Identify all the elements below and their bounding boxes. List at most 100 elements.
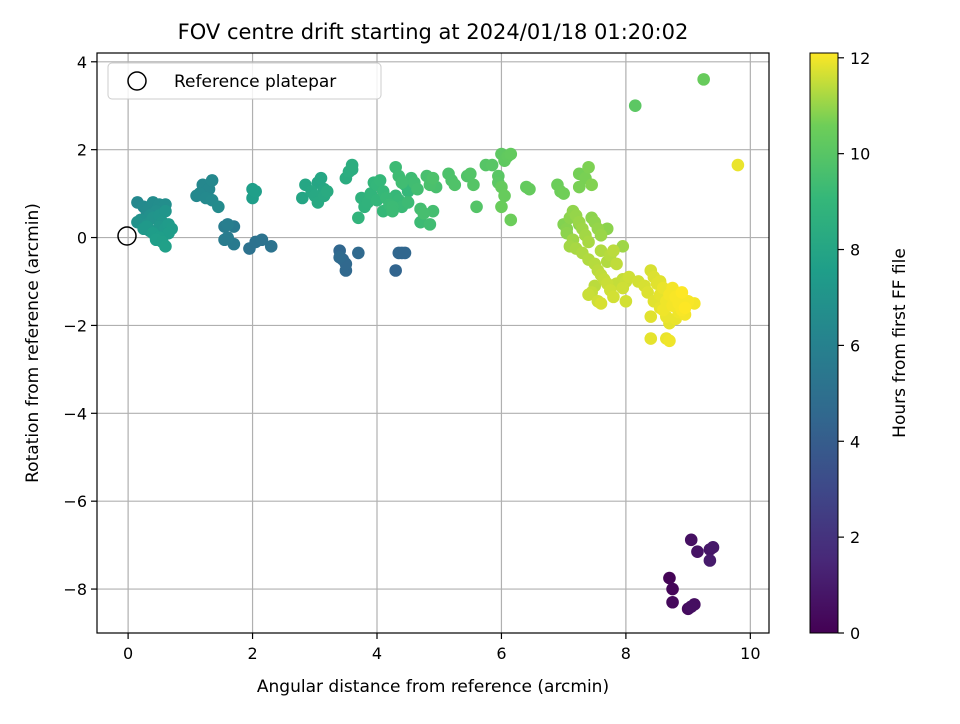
scatter-point bbox=[373, 174, 387, 187]
y-axis-label: Rotation from reference (arcmin) bbox=[23, 203, 43, 483]
scatter-point bbox=[255, 233, 269, 247]
colorbar-ticks: 0 2 4 6 8 10 12 bbox=[838, 49, 870, 643]
scatter-point bbox=[221, 218, 234, 231]
scatter-point bbox=[417, 207, 430, 220]
scatter-point bbox=[264, 240, 278, 253]
colorbar-tick-label: 10 bbox=[850, 145, 870, 164]
scatter-point bbox=[619, 294, 633, 308]
scatter-point bbox=[411, 182, 424, 196]
scatter-point bbox=[656, 303, 670, 317]
scatter-point bbox=[386, 204, 399, 218]
colorbar: 0 2 4 6 8 10 12 Hours from first FF file bbox=[809, 49, 910, 643]
y-tick-label: −2 bbox=[63, 316, 87, 335]
scatter-point bbox=[697, 73, 710, 86]
scatter-point bbox=[666, 582, 679, 596]
scatter-point bbox=[205, 174, 219, 187]
scatter-point bbox=[249, 185, 262, 198]
colorbar-tick-label: 8 bbox=[850, 241, 860, 260]
x-axis-label: Angular distance from reference (arcmin) bbox=[257, 677, 609, 697]
scatter-point bbox=[706, 541, 720, 554]
scatter-point bbox=[426, 171, 440, 185]
scatter-point bbox=[448, 178, 462, 192]
colorbar-tick-label: 2 bbox=[850, 528, 860, 547]
x-tick-label: 4 bbox=[372, 644, 382, 663]
colorbar-tick-label: 6 bbox=[850, 336, 860, 355]
scatter-point bbox=[495, 200, 508, 214]
x-tick-label: 0 bbox=[123, 644, 133, 663]
scatter-point bbox=[622, 270, 636, 284]
scatter-point bbox=[641, 286, 654, 299]
reference-platepar-marker bbox=[117, 226, 137, 246]
colorbar-tick-label: 4 bbox=[850, 432, 860, 451]
colorbar-label: Hours from first FF file bbox=[890, 248, 910, 438]
scatter-point bbox=[352, 211, 365, 225]
scatter-point bbox=[470, 200, 483, 214]
scatter-point bbox=[691, 545, 704, 559]
colorbar-gradient bbox=[809, 52, 839, 634]
scatter-point bbox=[628, 99, 642, 113]
scatter-point bbox=[162, 226, 175, 240]
legend-entry-label: Reference platepar bbox=[174, 72, 336, 92]
scatter-point bbox=[159, 204, 172, 218]
legend-marker-icon bbox=[127, 71, 147, 91]
scatter-point bbox=[296, 191, 309, 205]
scatter-point bbox=[594, 244, 608, 258]
plot-frame bbox=[96, 52, 770, 634]
scatter-point bbox=[218, 233, 231, 247]
scatter-point bbox=[485, 158, 499, 172]
y-tick-label: −8 bbox=[63, 580, 87, 599]
scatter-point bbox=[352, 246, 365, 260]
x-tick-label: 6 bbox=[496, 644, 506, 663]
x-tick-label: 2 bbox=[247, 644, 257, 663]
scatter-point bbox=[607, 244, 620, 258]
scatter-point bbox=[320, 185, 334, 198]
colorbar-tick-label: 12 bbox=[850, 49, 870, 68]
scatter-point bbox=[675, 286, 689, 299]
scatter-point bbox=[423, 218, 437, 231]
x-tick-label: 10 bbox=[740, 644, 760, 663]
scatter-point bbox=[212, 200, 225, 214]
scatter-point bbox=[504, 147, 518, 161]
x-axis-ticks: 0 2 4 6 8 10 bbox=[123, 633, 761, 663]
y-tick-label: 2 bbox=[77, 141, 87, 160]
scatter-point bbox=[572, 180, 586, 194]
scatter-point bbox=[644, 310, 658, 323]
legend: Reference platepar bbox=[107, 62, 382, 100]
scatter-point bbox=[345, 158, 359, 172]
scatter-point bbox=[395, 176, 409, 189]
scatter-point bbox=[159, 240, 172, 253]
scatter-point bbox=[464, 167, 477, 181]
scatter-point bbox=[594, 297, 608, 310]
scatter-point bbox=[684, 533, 698, 547]
data-points bbox=[131, 73, 745, 616]
scatter-point bbox=[401, 196, 415, 209]
scatter-point bbox=[703, 554, 717, 567]
scatter-point bbox=[523, 182, 536, 196]
scatter-point bbox=[582, 288, 595, 301]
scatter-point bbox=[504, 213, 518, 227]
scatter-point bbox=[585, 178, 598, 192]
scatter-point bbox=[389, 264, 402, 277]
scatter-point bbox=[663, 334, 676, 348]
scatter-point bbox=[582, 235, 595, 249]
scatter-point bbox=[582, 160, 595, 174]
scatter-point bbox=[398, 246, 412, 260]
scatter-point bbox=[663, 571, 676, 585]
grid-lines bbox=[97, 53, 769, 633]
colorbar-tick-label: 0 bbox=[850, 624, 860, 643]
scatter-point bbox=[731, 158, 745, 172]
y-tick-label: −6 bbox=[63, 492, 87, 511]
scatter-point bbox=[666, 595, 679, 609]
scatter-point bbox=[607, 290, 620, 304]
chart-title: FOV centre drift starting at 2024/01/18 … bbox=[178, 20, 689, 44]
scatter-point bbox=[610, 257, 623, 271]
scatter-point bbox=[644, 332, 658, 345]
scatter-point bbox=[616, 240, 630, 253]
legend-box bbox=[107, 62, 382, 100]
scatter-point bbox=[314, 171, 328, 185]
y-tick-label: 0 bbox=[77, 229, 87, 248]
scatter-point bbox=[557, 187, 570, 200]
scatter-point bbox=[333, 251, 346, 264]
